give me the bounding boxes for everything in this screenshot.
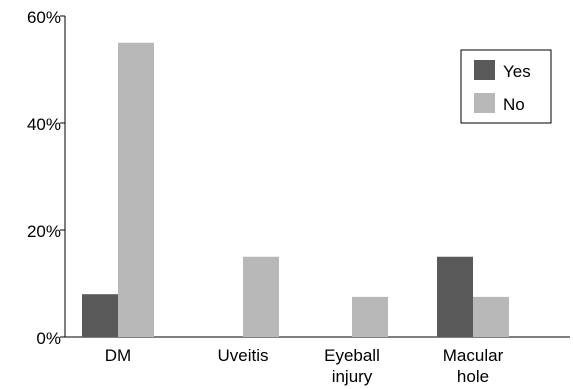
y-tick-label: 40% <box>27 115 61 134</box>
bar-no <box>473 296 509 337</box>
legend: Yes No <box>460 49 552 124</box>
legend-label-no: No <box>503 95 525 114</box>
x-tick-label: hole <box>457 367 489 386</box>
bar-no <box>118 42 154 337</box>
bar-yes <box>437 256 473 337</box>
legend-label-yes: Yes <box>503 62 531 81</box>
bar-no <box>243 256 279 337</box>
bars <box>82 42 509 337</box>
x-tick-label: Macular <box>443 346 504 365</box>
y-axis-ticks: 0% 20% 40% 60% <box>27 8 65 348</box>
y-tick-label: 0% <box>36 329 61 348</box>
legend-swatch-no <box>474 93 495 113</box>
bar-yes <box>82 294 118 337</box>
bar-no <box>352 296 388 337</box>
legend-swatch-yes <box>474 60 495 80</box>
x-tick-label: Uveitis <box>217 346 268 365</box>
x-axis-labels: DM Uveitis Eyeball injury Macular hole <box>105 346 504 386</box>
x-tick-label: injury <box>332 367 373 386</box>
x-tick-label: Eyeball <box>324 346 380 365</box>
x-tick-label: DM <box>105 346 131 365</box>
y-tick-label: 60% <box>27 8 61 27</box>
y-tick-label: 20% <box>27 222 61 241</box>
